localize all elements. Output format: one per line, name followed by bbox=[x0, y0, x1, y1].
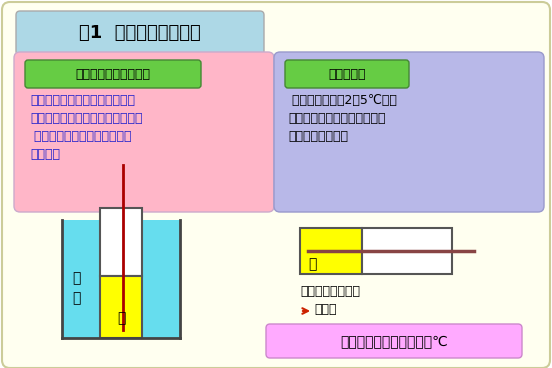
Bar bbox=[100, 208, 142, 276]
Text: 図1  流動点の測定方法: 図1 流動点の測定方法 bbox=[79, 24, 201, 42]
Bar bbox=[300, 228, 362, 274]
Text: 油: 油 bbox=[308, 257, 316, 271]
FancyBboxPatch shape bbox=[285, 60, 409, 88]
FancyBboxPatch shape bbox=[25, 60, 201, 88]
Text: 油: 油 bbox=[117, 311, 125, 325]
Text: 横にして、流れなくなる最初: 横にして、流れなくなる最初 bbox=[288, 112, 385, 125]
Bar bbox=[100, 276, 142, 338]
Text: 油をかきまぜないで、冷却した: 油をかきまぜないで、冷却した bbox=[30, 94, 135, 107]
Text: 凝固点: 凝固点 bbox=[314, 303, 337, 316]
Text: 冷
媒: 冷 媒 bbox=[72, 271, 80, 305]
Bar bbox=[362, 228, 452, 274]
FancyBboxPatch shape bbox=[266, 324, 522, 358]
FancyBboxPatch shape bbox=[14, 52, 274, 212]
Text: 流動点測定: 流動点測定 bbox=[328, 67, 366, 81]
Bar bbox=[62, 220, 180, 338]
FancyBboxPatch shape bbox=[16, 11, 264, 55]
Text: ときに流動する最低温度をいう。: ときに流動する最低温度をいう。 bbox=[30, 112, 142, 125]
Text: 低温時の油の固化を知る目安: 低温時の油の固化を知る目安 bbox=[30, 130, 131, 143]
Text: 油を冷やして、2．5℃毎に: 油を冷やして、2．5℃毎に bbox=[288, 94, 397, 107]
Text: となる。: となる。 bbox=[30, 148, 60, 161]
Text: 油が流れない温度: 油が流れない温度 bbox=[300, 285, 360, 298]
FancyBboxPatch shape bbox=[274, 52, 544, 212]
Text: 流動点とその測定意義: 流動点とその測定意義 bbox=[76, 67, 151, 81]
Text: の温度を求める。: の温度を求める。 bbox=[288, 130, 348, 143]
Text: 流動点＝凝固点＋２．５℃: 流動点＝凝固点＋２．５℃ bbox=[340, 334, 448, 348]
